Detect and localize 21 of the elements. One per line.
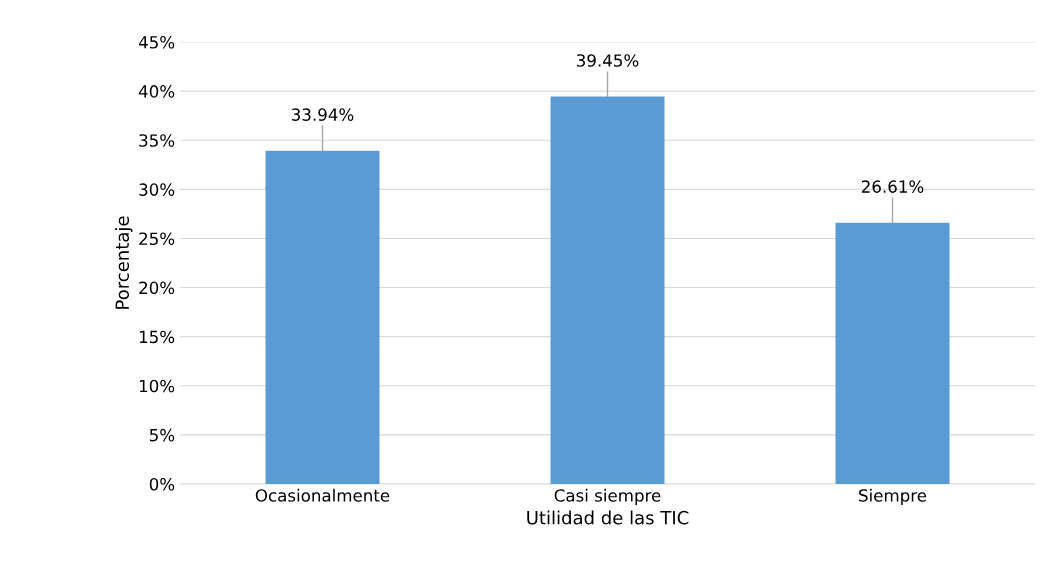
y-tick-label: 20% xyxy=(139,281,175,295)
y-axis-title: Porcentaje xyxy=(115,216,133,309)
y-tick-label: 40% xyxy=(138,85,175,98)
y-tick-label: 0% xyxy=(149,477,175,491)
y-tick-label: 10% xyxy=(139,379,175,393)
y-tick-label: 5% xyxy=(149,428,175,442)
x-tick-label: Casi siempre xyxy=(554,488,661,505)
y-tick-label: 15% xyxy=(139,330,175,344)
x-tick-label: Ocasionalmente xyxy=(255,488,390,502)
y-tick-label: 25% xyxy=(139,232,175,246)
y-tick-label: 45% xyxy=(138,35,175,49)
y-tick-label: 35% xyxy=(139,134,175,147)
x-tick-label: Siempre xyxy=(859,488,927,505)
bar xyxy=(265,150,380,484)
x-axis-title: Utilidad de las TIC xyxy=(527,510,689,525)
bar xyxy=(550,96,665,484)
data-label: 39.45% xyxy=(577,54,639,67)
y-tick-label: 30% xyxy=(139,183,175,196)
data-label: 33.94% xyxy=(292,108,354,121)
bar xyxy=(835,222,950,484)
data-label: 26.61% xyxy=(861,180,924,193)
